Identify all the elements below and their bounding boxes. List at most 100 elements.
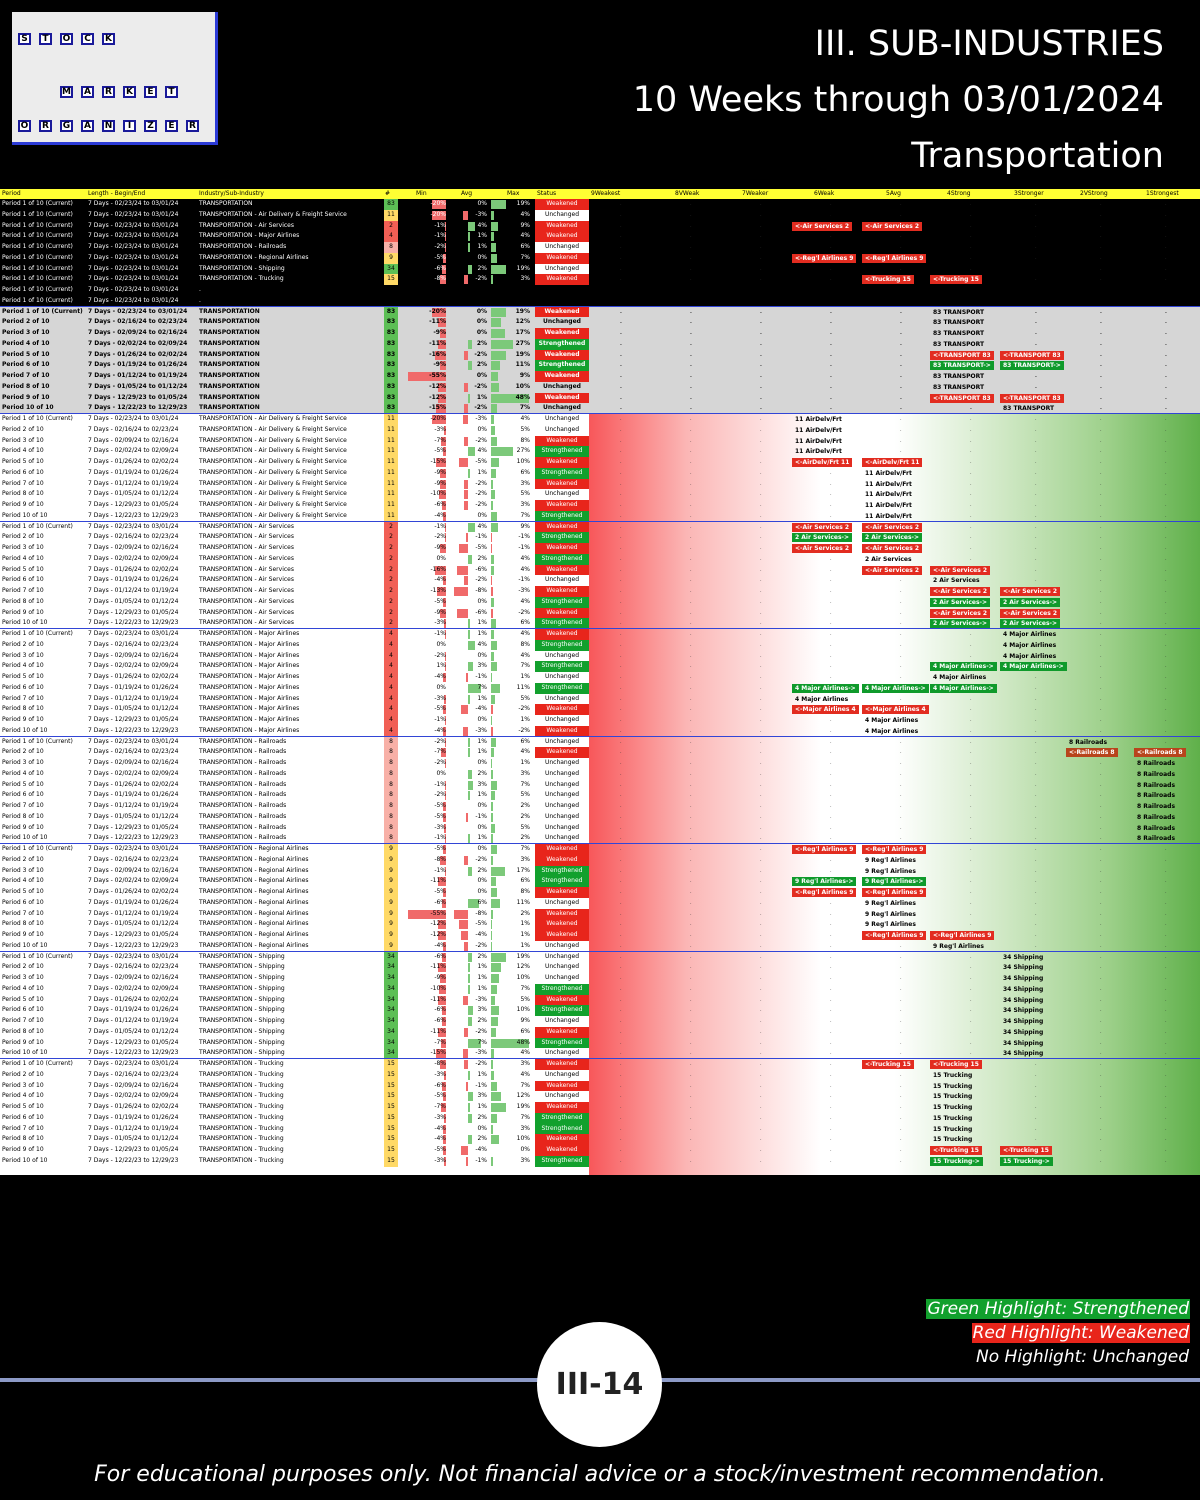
- tier-label: <-Reg'l Airlines 9: [792, 845, 857, 854]
- industry-cell: TRANSPORTATION - Air Delivery & Freight …: [199, 501, 347, 508]
- empty-cell-dot: .: [690, 362, 692, 369]
- length-cell: 7 Days - 01/26/24 to 02/02/24: [88, 673, 179, 680]
- tier-label: 8 Railroads: [1137, 770, 1176, 778]
- max-cell: 5%: [520, 490, 530, 498]
- tier-label: 8 Railroads: [1137, 803, 1176, 810]
- empty-cell-dot: .: [690, 1082, 692, 1089]
- avg-cell: 1%: [477, 619, 487, 627]
- empty-cell-dot: .: [970, 502, 972, 508]
- empty-cell-dot: .: [1165, 373, 1167, 379]
- max-cell: 3%: [520, 855, 530, 863]
- tier-label: <-Railroads 8: [1134, 748, 1186, 758]
- tier-label: 34 Shipping: [1003, 996, 1044, 1004]
- max-bar: [491, 468, 496, 478]
- empty-cell-dot: .: [970, 867, 972, 874]
- empty-cell-dot: .: [690, 856, 692, 863]
- length-cell: 7 Days - 02/09/24 to 02/16/24: [88, 974, 179, 981]
- length-cell: 7 Days - 01/12/24 to 01/19/24: [88, 372, 188, 379]
- empty-cell-dot: .: [1100, 502, 1102, 508]
- status-cell: Strengthened: [535, 1155, 589, 1167]
- max-cell: 19%: [515, 307, 530, 315]
- industry-cell: TRANSPORTATION - Regional Airlines: [199, 877, 309, 885]
- industry-cell: TRANSPORTATION - Air Delivery & Freight …: [199, 458, 347, 465]
- empty-cell-dot: .: [620, 899, 622, 906]
- empty-cell-dot: .: [970, 674, 972, 680]
- tier-label: 8 Railroads: [1137, 835, 1176, 843]
- avg-cell: 0%: [477, 511, 487, 519]
- count-cell: 15: [384, 1112, 398, 1124]
- empty-cell-dot: .: [760, 760, 762, 766]
- empty-cell-dot: .: [620, 1050, 622, 1057]
- min-bar: [439, 468, 446, 478]
- max-bar: [491, 597, 495, 607]
- empty-cell-dot: .: [1165, 598, 1167, 605]
- empty-cell-dot: .: [900, 695, 902, 702]
- status-cell: Strengthened: [535, 467, 589, 479]
- empty-cell-dot: .: [970, 813, 972, 820]
- empty-cell-dot: .: [760, 781, 762, 788]
- empty-cell-dot: .: [830, 674, 832, 680]
- industry-cell: TRANSPORTATION - Air Services: [199, 554, 294, 562]
- min-cell: -9%: [434, 608, 446, 616]
- max-cell: 1%: [520, 673, 530, 680]
- empty-cell-dot: .: [1165, 953, 1167, 960]
- empty-cell-dot: .: [690, 1050, 692, 1057]
- length-cell: 7 Days - 12/22/23 to 12/29/23: [88, 404, 188, 412]
- min-cell: -5%: [434, 802, 446, 809]
- status-cell: Unchanged: [544, 1092, 580, 1100]
- empty-cell-dot: .: [620, 222, 622, 229]
- min-bar: [442, 1092, 446, 1102]
- empty-cell-dot: .: [900, 1050, 902, 1057]
- empty-cell-dot: .: [1165, 265, 1167, 272]
- tier-label: <-Air Services 2: [930, 587, 991, 596]
- page-title: III. SUB-INDUSTRIES 10 Weeks through 03/…: [633, 16, 1164, 184]
- status-cell: Unchanged: [544, 952, 580, 960]
- length-cell: 7 Days - 01/19/24 to 01/26/24: [88, 898, 179, 906]
- empty-cell-dot: .: [970, 491, 972, 498]
- empty-cell-dot: .: [1100, 534, 1102, 541]
- count-cell: 11: [384, 424, 398, 436]
- avg-bar: [468, 1092, 474, 1102]
- empty-cell-dot: .: [1165, 706, 1167, 713]
- max-cell: 4%: [520, 554, 530, 562]
- avg-bar: [466, 1156, 468, 1166]
- empty-cell-dot: .: [620, 792, 622, 799]
- count-cell: 4: [384, 693, 398, 705]
- count-cell: 15: [384, 1155, 398, 1167]
- empty-cell-dot: .: [690, 340, 692, 347]
- empty-cell-dot: .: [1165, 942, 1167, 949]
- empty-cell-dot: .: [760, 319, 762, 326]
- length-cell: 7 Days - 02/23/24 to 03/01/24: [88, 200, 179, 207]
- max-bar: [491, 501, 494, 510]
- max-cell: 9%: [519, 372, 530, 379]
- industry-cell: TRANSPORTATION - Railroads: [199, 802, 287, 809]
- empty-cell-dot: .: [620, 362, 622, 369]
- max-cell: 7%: [520, 780, 530, 788]
- max-cell: 19%: [516, 1103, 530, 1110]
- max-bar: [491, 200, 507, 209]
- period-cell: Period 5 of 10: [2, 780, 44, 788]
- length-cell: 7 Days - 12/29/23 to 01/05/24: [88, 608, 179, 616]
- industry-cell: TRANSPORTATION - Trucking: [199, 1156, 284, 1164]
- min-cell: -5%: [434, 1146, 446, 1153]
- empty-cell-dot: .: [760, 1061, 762, 1067]
- empty-cell-dot: .: [970, 1125, 972, 1132]
- empty-cell-dot: .: [830, 276, 832, 283]
- period-cell: Period 4 of 10: [2, 1092, 44, 1100]
- empty-cell-dot: .: [830, 351, 832, 358]
- length-cell: 7 Days - 02/23/24 to 03/01/24: [88, 232, 179, 240]
- min-cell: -9%: [434, 479, 446, 487]
- empty-cell-dot: .: [1165, 534, 1167, 541]
- avg-cell: 4%: [477, 447, 487, 455]
- status-cell: Weakened: [535, 919, 589, 930]
- min-cell: -11%: [429, 318, 446, 326]
- tier-label: 83 TRANSPORT: [933, 373, 985, 380]
- empty-cell-dot: .: [900, 1125, 902, 1132]
- max-bar: [491, 748, 495, 758]
- empty-cell-dot: .: [620, 674, 622, 680]
- empty-cell-dot: .: [830, 717, 832, 723]
- empty-cell-dot: .: [1165, 964, 1167, 971]
- empty-cell-dot: .: [970, 577, 972, 584]
- min-cell: -15%: [430, 1049, 446, 1057]
- empty-cell-dot: .: [970, 222, 972, 229]
